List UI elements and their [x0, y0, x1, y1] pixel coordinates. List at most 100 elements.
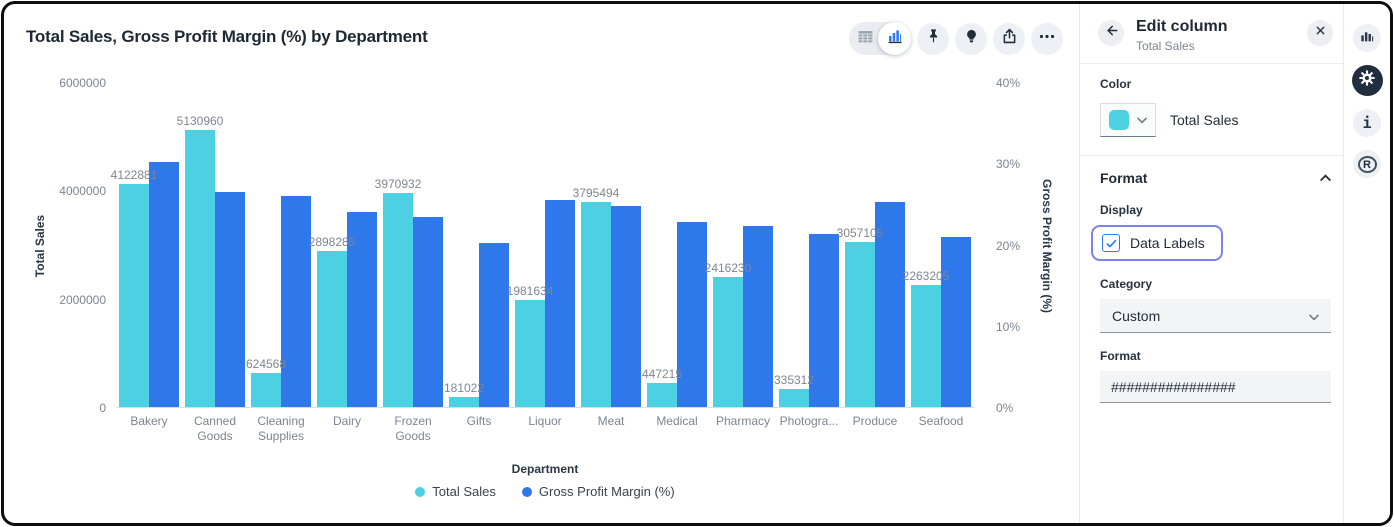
right-icon-rail: i R	[1343, 4, 1390, 523]
data-label: 335312	[773, 372, 815, 387]
bar-gross-profit-margin[interactable]	[215, 191, 245, 407]
bar-gross-profit-margin[interactable]	[281, 196, 311, 407]
bar-group: 1981634	[507, 83, 578, 407]
bar-total-sales[interactable]: 2416230	[705, 261, 751, 407]
data-label: 3970932	[374, 176, 422, 191]
back-arrow-icon	[1104, 23, 1119, 43]
bar-total-sales[interactable]: 624568	[246, 357, 286, 407]
export-button[interactable]	[993, 22, 1025, 55]
y-tick-label: 6000000	[59, 76, 106, 90]
x-axis-labels: Bakery Canned Goods Cleaning Supplies Dairy…	[116, 414, 974, 444]
data-label: 2416230	[704, 260, 752, 275]
color-swatch-dropdown[interactable]	[1100, 103, 1156, 137]
data-label: 181022	[443, 381, 485, 396]
format-section-header[interactable]: Format	[1100, 169, 1331, 187]
legend: Total Sales Gross Profit Margin (%)	[116, 484, 974, 499]
bar-group: 3795494	[573, 83, 644, 407]
bar-group: 3057105	[837, 83, 908, 407]
x-axis-label: Medical	[656, 414, 698, 428]
legend-item[interactable]: Gross Profit Margin (%)	[521, 484, 675, 499]
explain-button[interactable]	[955, 22, 987, 55]
legend-label: Gross Profit Margin (%)	[538, 484, 675, 499]
y-tick-label: 30%	[996, 157, 1021, 172]
info-button[interactable]: i	[1353, 109, 1381, 137]
chart-view-button[interactable]	[878, 22, 911, 55]
format-section: Format Display Data Labels Category Cust…	[1080, 156, 1351, 421]
r-language-button[interactable]: R	[1353, 150, 1381, 178]
data-label: 447215	[641, 366, 683, 381]
bar-total-sales[interactable]: 2898285	[309, 235, 355, 407]
bar-total-sales[interactable]: 335312	[774, 373, 814, 407]
x-axis-label: Frozen Goods	[394, 414, 432, 443]
bar-gross-profit-margin[interactable]	[875, 202, 905, 407]
bar-gross-profit-margin[interactable]	[809, 234, 839, 407]
bar-total-sales[interactable]: 447215	[642, 367, 682, 407]
bar-total-sales[interactable]: 5130960	[177, 114, 223, 407]
bar-gross-profit-margin[interactable]	[545, 199, 575, 407]
x-axis-label: Pharmacy	[715, 414, 771, 428]
x-axis-label: Gifts	[466, 414, 492, 428]
bar-group: 624568	[246, 83, 314, 407]
category-select[interactable]: Custom	[1100, 299, 1331, 333]
panel-title: Edit column	[1136, 18, 1228, 35]
back-button[interactable]	[1098, 20, 1124, 46]
bar-gross-profit-margin[interactable]	[743, 226, 773, 407]
settings-button[interactable]	[1351, 65, 1383, 96]
caret-down-icon	[1309, 308, 1319, 324]
bar-total-sales[interactable]: 1981634	[507, 284, 553, 407]
lightbulb-icon	[962, 27, 981, 51]
bar-gross-profit-margin[interactable]	[941, 236, 971, 407]
y-tick-label: 0%	[996, 401, 1014, 415]
bar-group: 4122881	[111, 83, 182, 407]
x-axis-label: Canned Goods	[193, 414, 237, 443]
bar-gross-profit-margin[interactable]	[479, 242, 509, 407]
element-type-button[interactable]	[1353, 24, 1381, 52]
bar-total-sales[interactable]: 181022	[444, 381, 484, 407]
format-field-label: Format	[1100, 349, 1141, 363]
format-section-title: Format	[1100, 170, 1148, 186]
close-button[interactable]	[1307, 20, 1333, 46]
bar-total-sales[interactable]: 2263205	[903, 269, 949, 407]
x-axis-label: Produce	[852, 414, 898, 428]
divider	[1080, 155, 1351, 156]
y-tick-label: 4000000	[59, 184, 106, 199]
bar-group: 447215	[642, 83, 710, 407]
color-section: Color Total Sales	[1080, 64, 1351, 155]
bar-gross-profit-margin[interactable]	[413, 216, 443, 407]
bar-gross-profit-margin[interactable]	[347, 211, 377, 407]
data-label: 624568	[245, 357, 287, 372]
view-toggle	[849, 22, 911, 55]
y-tick-label: 40%	[996, 76, 1021, 90]
y-tick-label: 0	[99, 401, 106, 415]
divider	[1080, 63, 1351, 64]
bar-total-sales[interactable]: 3057105	[837, 226, 883, 407]
legend-item[interactable]: Total Sales	[415, 484, 496, 499]
bar-group: 2898285	[309, 83, 380, 407]
bar-group: 181022	[444, 83, 512, 407]
bar-total-sales[interactable]: 4122881	[111, 168, 157, 407]
chart-toolbar	[849, 22, 1063, 55]
table-icon	[856, 28, 875, 50]
bar-gross-profit-margin[interactable]	[149, 162, 179, 407]
color-swatch-row: Total Sales	[1100, 103, 1331, 137]
bar-total-sales[interactable]: 3795494	[573, 186, 619, 407]
edit-column-panel: Edit column Total Sales Color	[1079, 4, 1351, 523]
x-axis-label: Bakery	[130, 414, 168, 428]
x-axis-label: Meat	[597, 414, 625, 428]
format-input[interactable]	[1100, 371, 1331, 403]
more-options-button[interactable]	[1031, 22, 1063, 55]
bar-gross-profit-margin[interactable]	[677, 221, 707, 407]
r-logo-icon: R	[1357, 155, 1377, 173]
bar-chart-icon	[1359, 28, 1375, 49]
bar-total-sales[interactable]: 3970932	[375, 177, 421, 407]
data-labels-checkbox[interactable]	[1102, 234, 1120, 252]
legend-dot	[521, 486, 532, 497]
data-label: 5130960	[176, 113, 224, 128]
bar-gross-profit-margin[interactable]	[611, 206, 641, 407]
pin-button[interactable]	[917, 22, 949, 55]
bar-group: 335312	[774, 83, 842, 407]
bar-group: 2416230	[705, 83, 776, 407]
data-label: 4122881	[110, 168, 158, 183]
table-view-button[interactable]	[849, 22, 881, 55]
